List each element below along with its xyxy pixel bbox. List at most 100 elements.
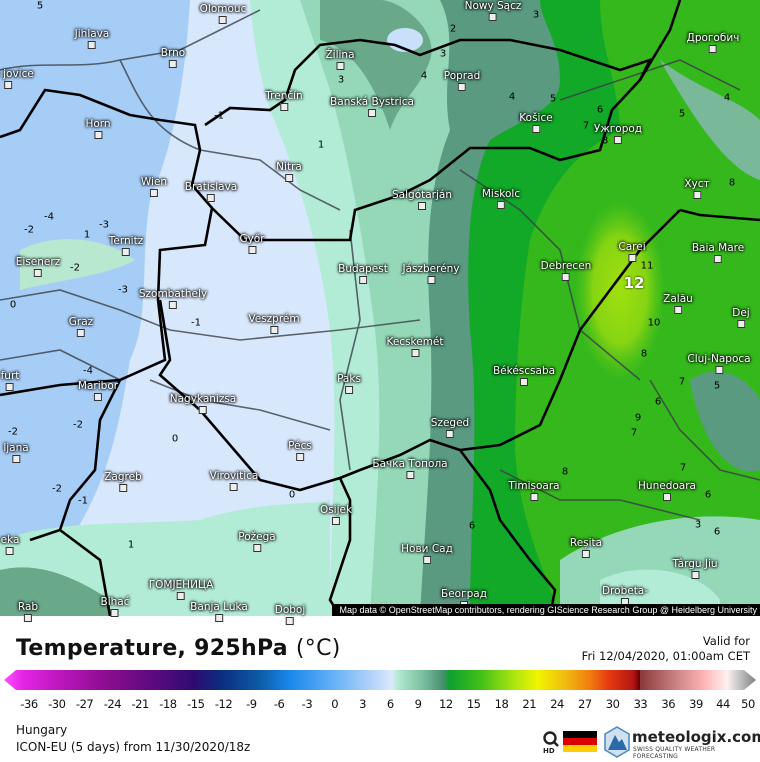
valid-datetime[interactable]: Fri 12/04/2020, 01:00am CET [581, 649, 750, 663]
city-marker-icon [332, 517, 340, 525]
scale-tick-label: -12 [214, 697, 233, 711]
city-name: Debrecen [540, 260, 592, 272]
contour-label: 6 [468, 520, 476, 532]
city-marker-icon [446, 430, 454, 438]
scale-tick-label: 3 [359, 697, 366, 711]
city-label: Târgu Jiu [672, 558, 718, 579]
contour-label: -1 [191, 317, 201, 329]
scale-tick-label: 9 [414, 697, 422, 711]
contour-label: 12 [623, 274, 645, 292]
map-attribution[interactable]: Map data © OpenStreetMap contributors, r… [331, 604, 760, 616]
city-name: Košice [519, 112, 553, 124]
scale-tick-label: 6 [386, 697, 394, 711]
city-marker-icon [207, 194, 215, 202]
contour-label: 8 [728, 177, 736, 189]
brand-name: meteologix.com [632, 728, 760, 746]
city-label: Rab [18, 601, 38, 622]
city-name: Carei [618, 241, 646, 253]
contour-label: -1 [78, 495, 88, 507]
city-name: Zalău [663, 293, 693, 305]
city-name: Rab [17, 601, 39, 613]
city-marker-icon [410, 349, 419, 357]
city-label: Veszprém [248, 313, 300, 334]
city-name: ljana [3, 442, 29, 454]
city-label: eka [1, 534, 19, 555]
city-marker-icon [229, 483, 238, 491]
city-label: Dej [732, 307, 750, 328]
city-name: furt [0, 370, 20, 382]
meteologix-logo[interactable]: meteologix.com SWISS QUALITY WEATHER FOR… [604, 726, 760, 760]
city-name: Дрогобич [686, 32, 740, 44]
city-name: Miskolc [481, 188, 521, 200]
city-label: Zalău [663, 293, 693, 314]
city-name: Banja Luka [190, 601, 248, 613]
hd-zoom-icon[interactable]: HD [541, 730, 561, 754]
city-name: Nagykanizsa [169, 393, 237, 405]
city-label: Carei [618, 241, 646, 262]
city-label: Salgótarján [392, 189, 452, 210]
city-marker-icon [285, 617, 294, 625]
city-name: Osijek [319, 504, 353, 516]
contour-label: 6 [654, 396, 662, 408]
contour-label: 6 [704, 489, 712, 501]
city-name: Ужгород [593, 123, 643, 135]
city-marker-icon [417, 202, 426, 210]
scale-tick-label: 36 [661, 697, 676, 711]
contour-label: 3 [532, 9, 540, 21]
contour-label: 2 [449, 23, 457, 35]
scale-tick-label: 30 [605, 697, 620, 711]
city-name: Salgótarján [392, 189, 452, 201]
city-name: Eisenerz [15, 256, 61, 268]
city-label: Košice [519, 112, 553, 133]
city-marker-icon [5, 547, 14, 555]
city-name: Bratislava [184, 181, 238, 193]
scale-tick-label: 12 [439, 697, 453, 711]
city-label: Brno [161, 47, 185, 68]
city-name: Maribor [77, 380, 119, 392]
city-label: Maribor [78, 380, 118, 401]
apuseni-teal-zone [690, 371, 760, 472]
contour-label: 6 [596, 104, 604, 116]
scale-tick-label: -36 [20, 697, 38, 711]
city-marker-icon [519, 378, 528, 386]
mountain-logo-icon [604, 726, 630, 758]
contour-label: 7 [630, 427, 638, 439]
city-label: Bratislava [185, 181, 237, 202]
scale-tick-label: -15 [187, 697, 205, 711]
model-run[interactable]: ICON-EU (5 days) from 11/30/2020/18z [16, 740, 251, 754]
contour-label: 0 [9, 299, 17, 311]
city-marker-icon [714, 366, 723, 374]
city-marker-icon [458, 83, 466, 91]
contour-label: -4 [44, 211, 54, 223]
contour-label: 0 [288, 489, 296, 501]
city-marker-icon [150, 189, 158, 197]
german-flag-icon[interactable] [563, 731, 597, 752]
city-label: Trenčín [265, 90, 303, 111]
contour-label: -2 [8, 426, 18, 438]
city-name: Hunedoara [638, 480, 696, 492]
city-name: Baia Mare [691, 242, 745, 254]
scale-tick-label: 15 [466, 697, 481, 711]
scale-tick-label: -18 [159, 697, 177, 711]
contour-label: 7 [678, 376, 686, 388]
scale-cold-to-hot [4, 670, 640, 690]
city-marker-icon [34, 269, 42, 277]
weather-map[interactable]: Olomouc Jihlava Brno Horn Wien Bratislava Tren… [0, 0, 760, 625]
city-marker-icon [627, 254, 636, 262]
city-label: Hunedoara [638, 480, 696, 501]
city-marker-icon [692, 191, 701, 199]
city-label: Baia Mare [692, 242, 744, 263]
city-label: Debrecen [540, 260, 592, 281]
city-label: Eisenerz [16, 256, 60, 277]
city-name: Jászberény [402, 263, 460, 275]
city-name: Graz [68, 316, 94, 328]
region-name[interactable]: Hungary [16, 723, 68, 737]
city-name: Reșita [569, 537, 603, 549]
city-label: Bihać [101, 596, 129, 617]
contour-label: 5 [713, 380, 721, 392]
city-label: Pécs [288, 440, 312, 461]
cold-zone [0, 0, 190, 560]
city-label: Horn [85, 118, 111, 139]
scale-tick-label: 24 [550, 697, 564, 711]
city-label: Reșita [570, 537, 602, 558]
